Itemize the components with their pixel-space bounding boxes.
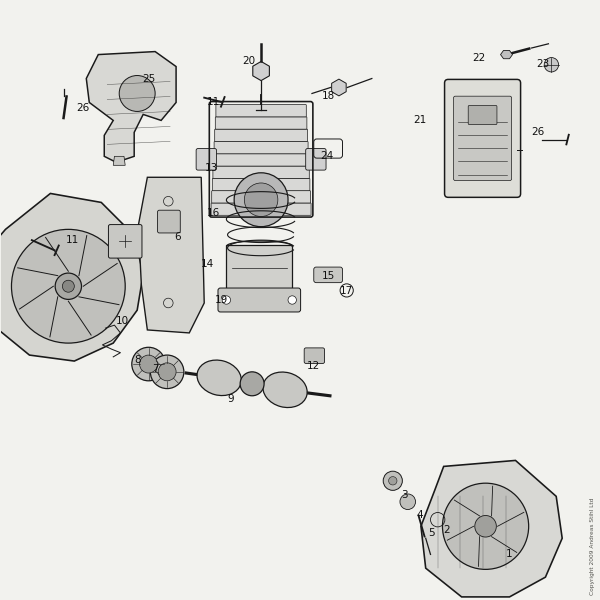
Circle shape [11,229,125,343]
Circle shape [132,347,166,381]
FancyBboxPatch shape [214,154,308,166]
FancyBboxPatch shape [211,203,311,215]
Polygon shape [139,177,204,333]
Circle shape [389,476,397,485]
Text: 13: 13 [205,163,218,173]
FancyBboxPatch shape [213,166,309,178]
FancyBboxPatch shape [212,178,310,191]
Text: 17: 17 [340,286,353,296]
Text: 8: 8 [134,355,140,365]
FancyBboxPatch shape [305,149,326,170]
Text: 19: 19 [214,295,227,305]
Text: 16: 16 [206,208,220,218]
Text: 10: 10 [116,316,129,326]
Circle shape [544,58,559,72]
Polygon shape [86,52,176,163]
Text: 21: 21 [413,115,427,125]
FancyBboxPatch shape [468,106,497,125]
FancyBboxPatch shape [216,104,306,117]
Ellipse shape [197,360,241,395]
Text: 5: 5 [428,529,435,538]
Text: 20: 20 [242,56,256,65]
FancyBboxPatch shape [218,288,301,312]
Text: 7: 7 [152,364,158,374]
Circle shape [55,273,82,299]
Text: 25: 25 [143,74,156,83]
FancyBboxPatch shape [215,129,307,142]
FancyBboxPatch shape [304,348,325,364]
Text: 6: 6 [174,232,181,242]
Text: 23: 23 [536,59,549,68]
Circle shape [240,372,264,396]
Text: 15: 15 [322,271,335,281]
Circle shape [62,280,74,292]
Text: 3: 3 [401,490,408,500]
Circle shape [222,296,230,304]
Text: 9: 9 [228,394,235,404]
Polygon shape [500,50,512,59]
Circle shape [442,483,529,569]
Text: 12: 12 [307,361,320,371]
Circle shape [400,494,416,509]
Text: 18: 18 [322,91,335,101]
Text: Copyright 2009 Andreas Stihl Ltd: Copyright 2009 Andreas Stihl Ltd [590,497,595,595]
Circle shape [151,355,184,389]
Polygon shape [253,61,269,80]
FancyBboxPatch shape [212,191,310,203]
Circle shape [383,471,403,490]
FancyBboxPatch shape [445,79,521,197]
Circle shape [140,355,158,373]
Circle shape [288,296,296,304]
Circle shape [244,183,278,217]
FancyBboxPatch shape [226,245,292,292]
Text: 24: 24 [320,151,334,161]
FancyBboxPatch shape [314,267,343,283]
FancyBboxPatch shape [214,142,308,154]
Text: 26: 26 [532,127,545,137]
Text: 26: 26 [77,103,90,113]
Polygon shape [332,79,346,96]
FancyBboxPatch shape [158,210,180,233]
FancyBboxPatch shape [454,96,512,181]
Polygon shape [113,157,125,166]
Text: 22: 22 [472,53,485,62]
Text: 11: 11 [207,97,220,107]
Text: 11: 11 [66,235,79,245]
Text: 4: 4 [416,511,423,520]
FancyBboxPatch shape [215,117,307,129]
FancyBboxPatch shape [109,224,142,258]
FancyBboxPatch shape [196,149,217,170]
Ellipse shape [263,372,307,407]
Text: 14: 14 [200,259,214,269]
Circle shape [158,363,176,381]
Circle shape [119,76,155,112]
Text: 1: 1 [506,550,513,559]
Polygon shape [421,460,562,597]
Polygon shape [0,193,143,361]
Text: 2: 2 [443,526,450,535]
Circle shape [475,515,496,537]
Circle shape [234,173,288,227]
